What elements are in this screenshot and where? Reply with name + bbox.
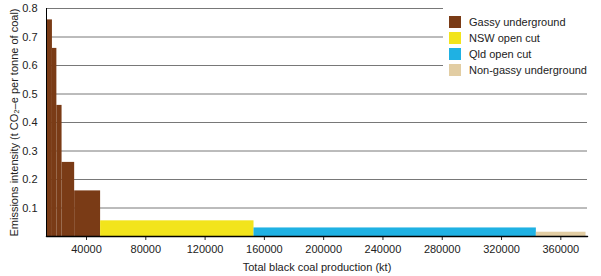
- html-text:Gassy underground: Gassy underground: [469, 16, 566, 28]
- svg-text:80000: 80000: [131, 243, 162, 255]
- svg-text:280000: 280000: [424, 243, 461, 255]
- svg-text:240000: 240000: [365, 243, 402, 255]
- html-text:Non-gassy underground: Non-gassy underground: [469, 64, 587, 76]
- svg-text:160000: 160000: [246, 243, 283, 255]
- svg-text:0.1: 0.1: [22, 202, 37, 214]
- svg-text:0.2: 0.2: [22, 173, 37, 185]
- html-text:Qld open cut: Qld open cut: [469, 48, 532, 60]
- svg-text:Total black coal production (k: Total black coal production (kt): [243, 261, 392, 273]
- svg-text:360000: 360000: [542, 243, 579, 255]
- svg-text:320000: 320000: [483, 243, 520, 255]
- svg-text:0.5: 0.5: [22, 88, 37, 100]
- svg-text:0.3: 0.3: [22, 145, 37, 157]
- svg-text:0.7: 0.7: [22, 31, 37, 43]
- svg-text:120000: 120000: [187, 243, 224, 255]
- svg-text:Emissions intensity (t CO₂–e p: Emissions intensity (t CO₂–e per tonne o…: [8, 8, 20, 236]
- svg-text:0.6: 0.6: [22, 59, 37, 71]
- svg-text:0.8: 0.8: [22, 2, 37, 14]
- svg-text:40000: 40000: [71, 243, 102, 255]
- svg-text:200000: 200000: [305, 243, 342, 255]
- html-text:NSW open cut: NSW open cut: [469, 32, 540, 44]
- svg-text:0.4: 0.4: [22, 116, 37, 128]
